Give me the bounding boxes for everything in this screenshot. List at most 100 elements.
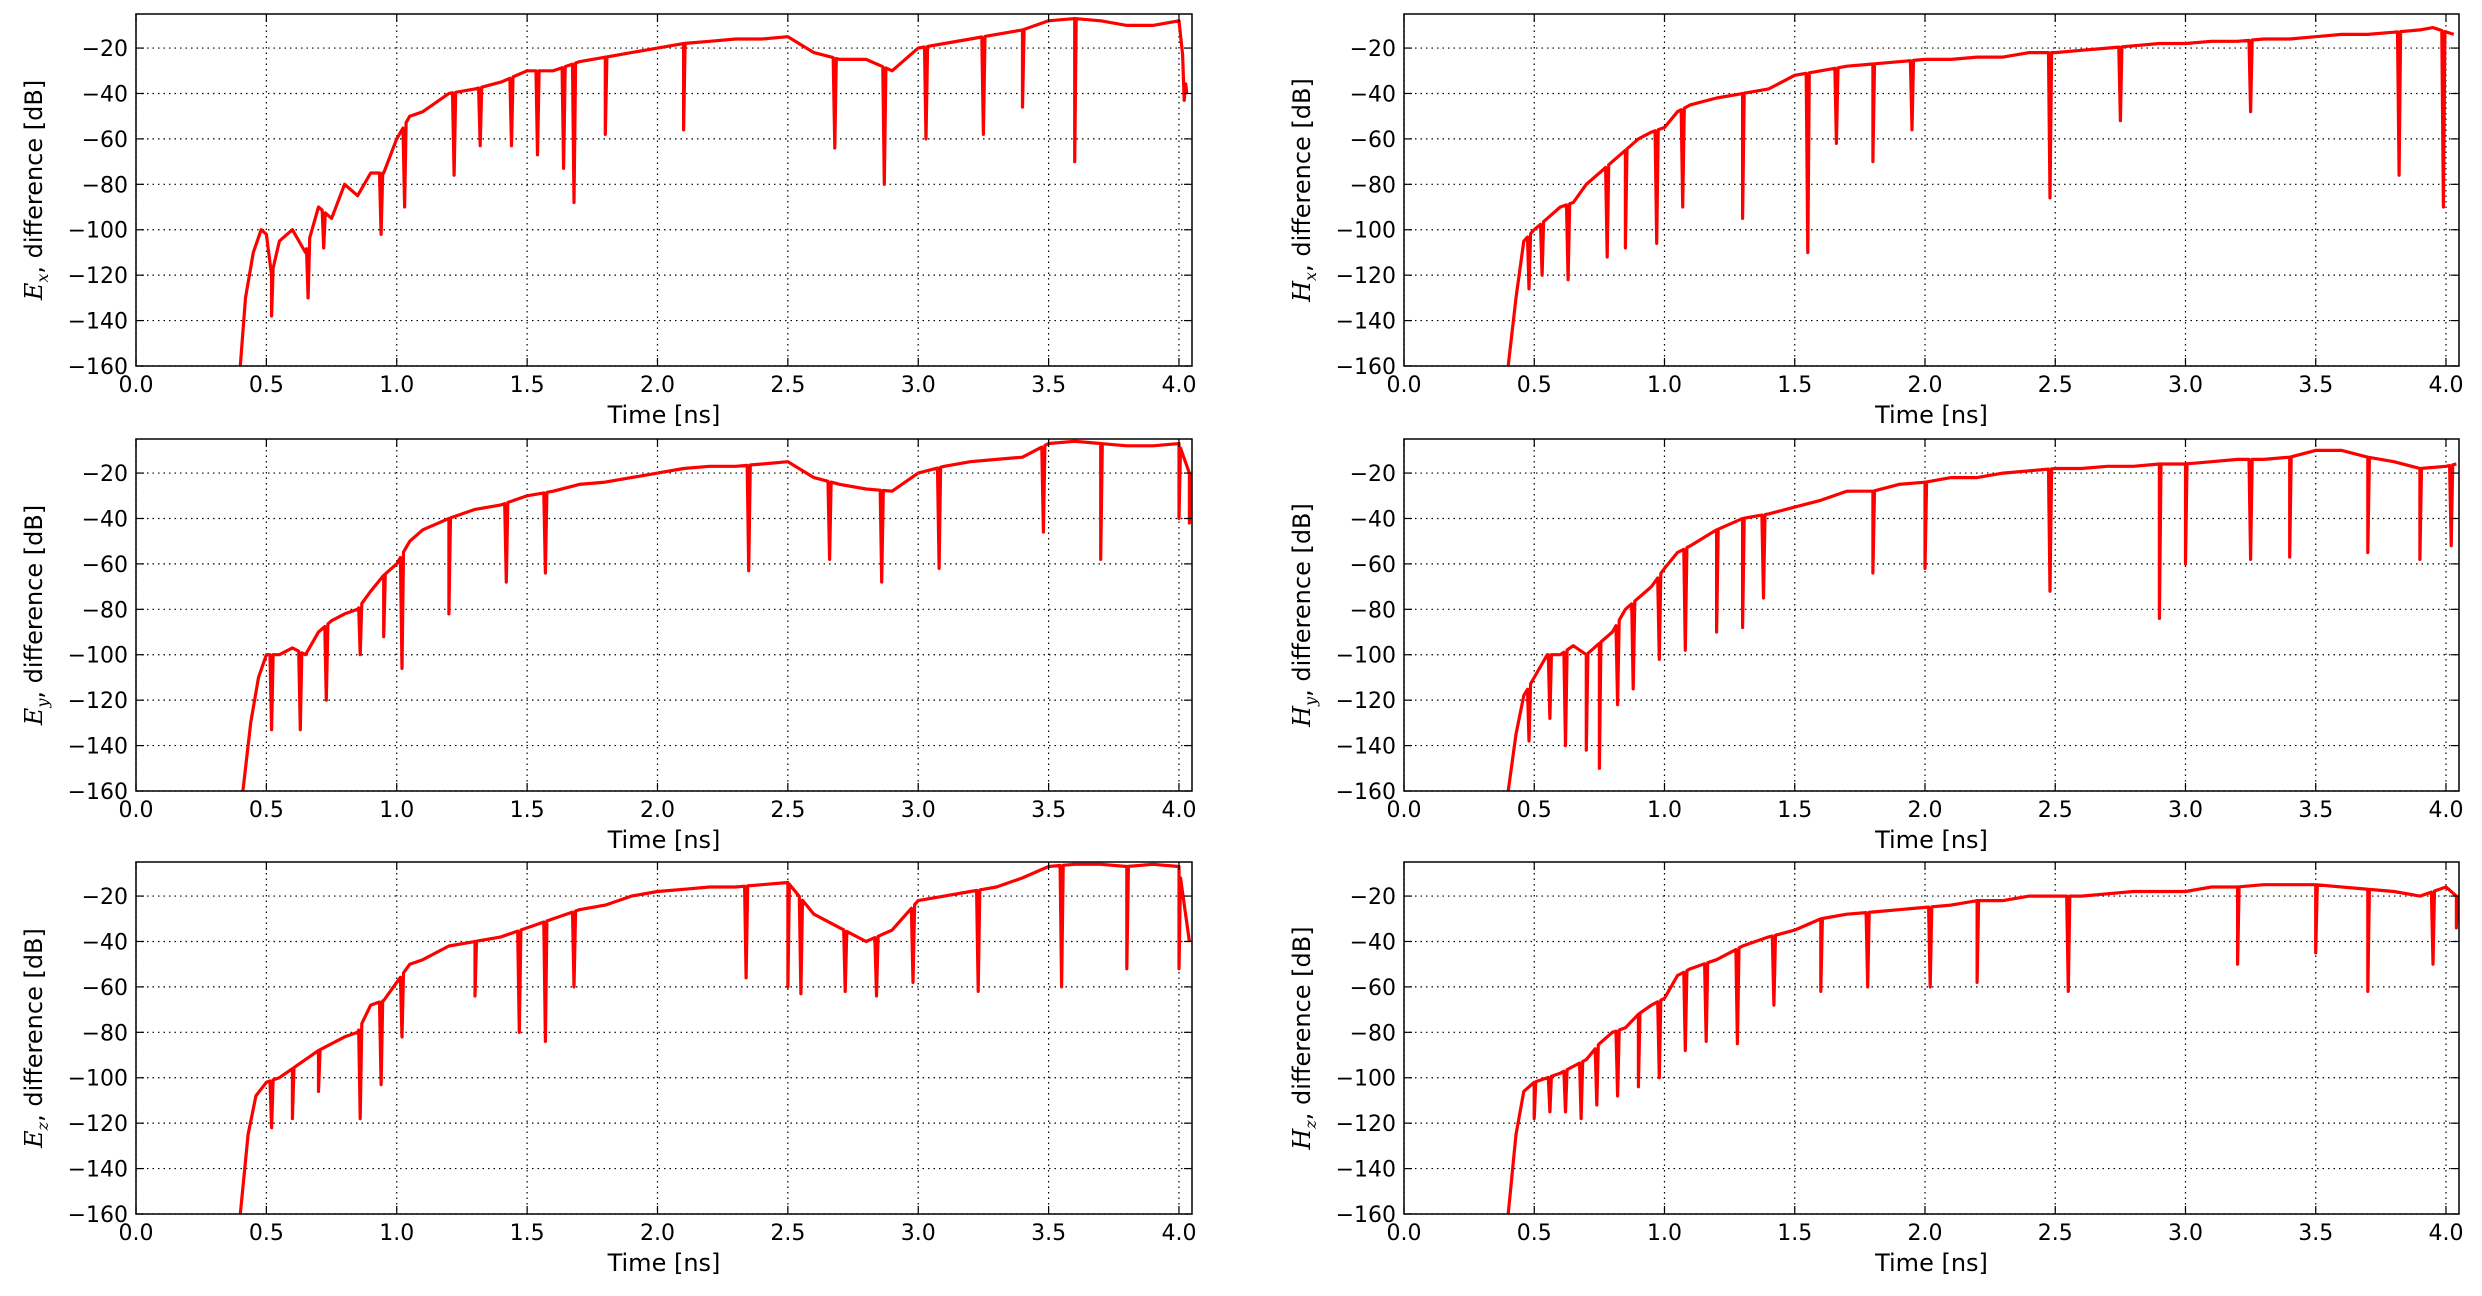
axes-frame xyxy=(135,861,1193,1215)
x-tick-label: 4.0 xyxy=(2428,1221,2463,1246)
chart-panel-0: 0.0 0.5 1.0 1.5 2.0 2.5 3.0 3.5 4.0 −160 −140 −120 −… xyxy=(20,13,1196,429)
axes-frame xyxy=(1403,438,2460,792)
y-axis-label: Hx, difference [dB] xyxy=(1288,78,1320,303)
x-tick-label: 2.5 xyxy=(2038,373,2073,398)
y-tick-label: −20 xyxy=(82,462,128,487)
y-tick-label: −140 xyxy=(68,310,128,335)
y-tick-label: −60 xyxy=(1350,128,1396,153)
y-tick-label: −40 xyxy=(82,82,128,107)
x-tick-label: 1.0 xyxy=(1647,373,1682,398)
y-tick-label: −20 xyxy=(1350,462,1396,487)
x-tick-label: 1.0 xyxy=(379,798,414,823)
x-tick-label: 0.0 xyxy=(119,373,154,398)
chart-panel-5: 0.0 0.5 1.0 1.5 2.0 2.5 3.0 3.5 4.0 −160 −140 −120 −… xyxy=(1288,861,2463,1277)
y-tick-label: −60 xyxy=(82,553,128,578)
y-tick-label: −100 xyxy=(1336,219,1396,244)
x-tick-label: 1.0 xyxy=(1647,1221,1682,1246)
y-axis-label: Ey, difference [dB] xyxy=(20,505,52,726)
series-line xyxy=(241,439,1192,791)
chart-panel-4: 0.0 0.5 1.0 1.5 2.0 2.5 3.0 3.5 4.0 −160 −140 −120 −… xyxy=(20,861,1196,1277)
x-tick-label: 3.5 xyxy=(2298,373,2333,398)
y-tick-label: −80 xyxy=(82,598,128,623)
chart-panel-2: 0.0 0.5 1.0 1.5 2.0 2.5 3.0 3.5 4.0 −160 −140 −120 −… xyxy=(20,438,1196,854)
x-axis-label: Time [ns] xyxy=(607,401,721,429)
x-tick-label: 0.0 xyxy=(119,1221,154,1246)
x-tick-label: 2.0 xyxy=(640,1221,675,1246)
plot-area xyxy=(136,439,1192,791)
y-tick-label: −60 xyxy=(1350,976,1396,1001)
series-line xyxy=(238,16,1189,366)
y-tick-label: −140 xyxy=(1336,1158,1396,1183)
x-tick-label: 2.5 xyxy=(770,1221,805,1246)
axes-frame xyxy=(1403,13,2460,367)
y-tick-label: −80 xyxy=(82,1021,128,1046)
y-tick-label: −40 xyxy=(1350,507,1396,532)
x-tick-label: 2.5 xyxy=(770,798,805,823)
x-axis-label: Time [ns] xyxy=(1874,1249,1988,1277)
y-tick-label: −40 xyxy=(1350,82,1396,107)
plot-area xyxy=(1404,439,2459,791)
y-axis-label: Hy, difference [dB] xyxy=(1288,503,1320,728)
x-tick-label: 4.0 xyxy=(1161,373,1196,398)
x-tick-label: 4.0 xyxy=(1161,1221,1196,1246)
y-tick-label: −100 xyxy=(68,219,128,244)
y-axis-label: Ex, difference [dB] xyxy=(20,80,52,301)
chart-panel-3: 0.0 0.5 1.0 1.5 2.0 2.5 3.0 3.5 4.0 −160 −140 −120 −… xyxy=(1288,438,2463,854)
x-tick-label: 4.0 xyxy=(2428,798,2463,823)
series-line xyxy=(238,862,1191,1214)
axes-frame xyxy=(1403,861,2460,1215)
x-tick-label: 1.0 xyxy=(379,1221,414,1246)
x-tick-label: 2.0 xyxy=(1907,1221,1942,1246)
x-tick-label: 0.5 xyxy=(1517,798,1552,823)
x-tick-label: 3.5 xyxy=(1031,1221,1066,1246)
y-tick-label: −100 xyxy=(68,1067,128,1092)
x-axis-label: Time [ns] xyxy=(1874,401,1988,429)
y-tick-label: −60 xyxy=(1350,553,1396,578)
x-tick-label: 0.5 xyxy=(249,1221,284,1246)
y-tick-label: −120 xyxy=(1336,689,1396,714)
y-tick-label: −120 xyxy=(1336,264,1396,289)
axes-frame xyxy=(135,438,1193,792)
chart-panel-1: 0.0 0.5 1.0 1.5 2.0 2.5 3.0 3.5 4.0 −160 −140 −120 −… xyxy=(1288,13,2463,429)
x-tick-label: 3.0 xyxy=(901,373,936,398)
y-tick-label: −80 xyxy=(1350,1021,1396,1046)
x-tick-label: 3.0 xyxy=(2168,373,2203,398)
y-tick-label: −80 xyxy=(1350,173,1396,198)
y-tick-label: −40 xyxy=(1350,930,1396,955)
y-tick-label: −120 xyxy=(68,1112,128,1137)
x-tick-label: 0.5 xyxy=(249,373,284,398)
x-tick-label: 4.0 xyxy=(1161,798,1196,823)
y-tick-label: −80 xyxy=(82,173,128,198)
x-tick-label: 2.0 xyxy=(640,373,675,398)
x-tick-label: 3.0 xyxy=(901,1221,936,1246)
axes-frame xyxy=(135,13,1193,367)
x-axis-label: Time [ns] xyxy=(607,826,721,854)
y-tick-label: −20 xyxy=(82,37,128,62)
y-axis-label: Ez, difference [dB] xyxy=(20,928,52,1149)
y-tick-label: −160 xyxy=(68,355,128,380)
series-line xyxy=(1506,26,2455,366)
x-tick-label: 2.0 xyxy=(1907,373,1942,398)
y-tick-label: −120 xyxy=(68,264,128,289)
x-tick-label: 1.5 xyxy=(1777,373,1812,398)
y-tick-label: −140 xyxy=(1336,310,1396,335)
x-tick-label: 1.5 xyxy=(510,798,545,823)
x-tick-label: 0.0 xyxy=(1387,373,1422,398)
y-tick-label: −120 xyxy=(68,689,128,714)
x-tick-label: 2.5 xyxy=(2038,798,2073,823)
y-tick-label: −140 xyxy=(1336,735,1396,760)
y-tick-label: −140 xyxy=(68,1158,128,1183)
x-tick-label: 1.5 xyxy=(510,1221,545,1246)
x-tick-label: 2.5 xyxy=(2038,1221,2073,1246)
x-tick-label: 1.5 xyxy=(1777,798,1812,823)
x-tick-label: 1.0 xyxy=(379,373,414,398)
x-tick-label: 0.0 xyxy=(1387,1221,1422,1246)
plot-area xyxy=(136,862,1192,1214)
y-tick-label: −160 xyxy=(68,1203,128,1228)
y-tick-label: −20 xyxy=(1350,885,1396,910)
x-tick-label: 0.5 xyxy=(1517,1221,1552,1246)
y-tick-label: −40 xyxy=(82,930,128,955)
plot-area xyxy=(1404,14,2459,366)
x-tick-label: 2.5 xyxy=(770,373,805,398)
x-tick-label: 0.0 xyxy=(1387,798,1422,823)
